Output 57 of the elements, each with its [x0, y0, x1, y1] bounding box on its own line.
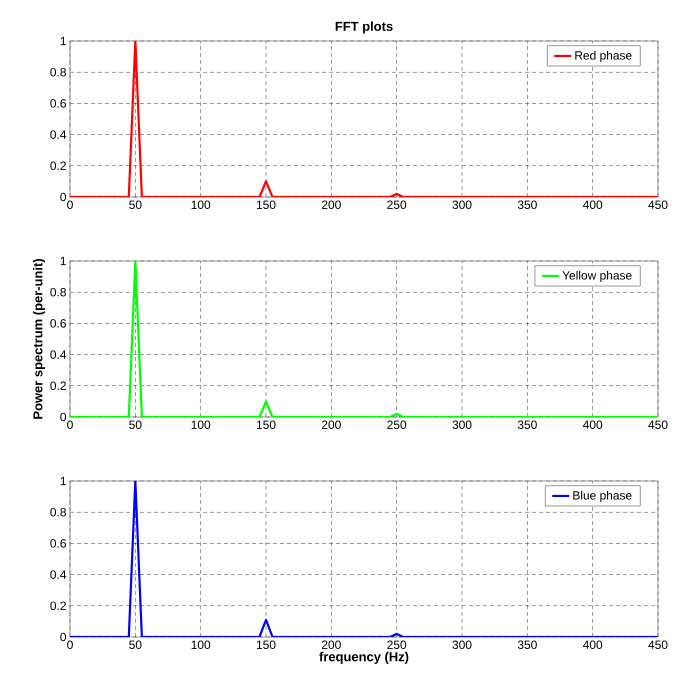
x-tick-label: 150: [256, 200, 276, 209]
x-tick-label: 400: [582, 420, 602, 429]
x-tick-label: 350: [518, 200, 537, 209]
x-tick-label: 0: [67, 420, 73, 429]
chart-title: FFT plots: [336, 21, 393, 34]
y-tick-label: 1: [60, 36, 66, 46]
x-tick-label: 0: [67, 200, 73, 209]
legend-label: Yellow phase: [562, 270, 632, 282]
y-tick-label: 0.6: [50, 319, 66, 328]
y-tick-label: 0: [60, 412, 66, 422]
line-series: [70, 260, 658, 417]
x-tick-label: 100: [192, 640, 210, 649]
x-axis-title: frequency (Hz): [319, 652, 408, 664]
x-tick-label: 450: [648, 200, 668, 209]
x-tick-label: 100: [192, 200, 210, 209]
y-tick-label: 0.8: [50, 288, 66, 296]
x-tick-label: 400: [582, 200, 602, 209]
y-tick-label: 1: [60, 256, 66, 266]
x-tick-label: 150: [256, 420, 276, 429]
x-tick-label: 300: [452, 640, 472, 649]
x-tick-label: 450: [648, 420, 668, 429]
x-tick-label: 250: [387, 640, 406, 649]
legend-label: Red phase: [575, 50, 632, 62]
x-tick-label: 450: [648, 640, 668, 649]
x-tick-label: 50: [129, 640, 142, 649]
x-tick-label: 250: [387, 200, 406, 209]
legend-label: Blue phase: [573, 490, 632, 502]
y-tick-label: 0.4: [50, 350, 66, 359]
x-tick-label: 200: [322, 420, 341, 429]
x-tick-label: 350: [518, 420, 537, 429]
y-tick-label: 0.8: [50, 68, 66, 76]
x-tick-label: 0: [67, 640, 73, 649]
y-tick-label: 0.4: [50, 570, 66, 579]
y-tick-label: 0.6: [50, 99, 66, 108]
x-tick-label: 50: [129, 420, 142, 429]
x-tick-label: 250: [387, 420, 406, 429]
x-tick-label: 100: [192, 420, 210, 429]
x-tick-label: 200: [322, 200, 341, 209]
x-tick-label: 300: [452, 420, 472, 429]
line-series: [70, 40, 658, 197]
y-tick-label: 0.2: [50, 602, 66, 610]
y-tick-label: 0.2: [50, 162, 66, 170]
y-tick-label: 0: [60, 632, 66, 642]
x-tick-label: 150: [256, 640, 276, 649]
x-tick-label: 350: [518, 640, 537, 649]
x-tick-label: 50: [129, 200, 142, 209]
y-tick-label: 1: [60, 476, 66, 486]
y-tick-label: 0.8: [50, 508, 66, 516]
x-tick-label: 400: [582, 640, 602, 649]
y-tick-label: 0.4: [50, 130, 66, 139]
line-series: [70, 480, 658, 637]
y-tick-label: 0.6: [50, 539, 66, 548]
y-tick-label: 0: [60, 192, 66, 202]
y-axis-title: Power spectrum (per-unit): [32, 259, 46, 419]
x-tick-label: 300: [452, 200, 472, 209]
x-tick-label: 200: [322, 640, 341, 649]
y-tick-label: 0.2: [50, 382, 66, 390]
